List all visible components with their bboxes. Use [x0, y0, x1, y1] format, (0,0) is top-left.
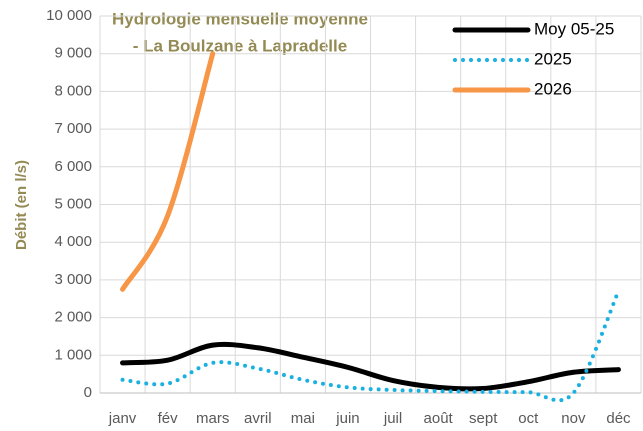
series-line	[120, 289, 621, 403]
legend-label: 2025	[534, 49, 572, 68]
y-tick-label: 10 000	[46, 7, 92, 24]
x-tick-label: nov	[561, 410, 586, 427]
y-tick-label: 5 000	[54, 195, 92, 212]
y-tick-label: 8 000	[54, 82, 92, 99]
x-tick-label: janv	[108, 410, 137, 427]
x-tick-label: mars	[196, 410, 229, 427]
y-tick-label: 6 000	[54, 158, 92, 175]
y-axis-label: Débit (en l/s)	[13, 160, 30, 250]
y-tick-label: 3 000	[54, 271, 92, 288]
y-tick-label: 4 000	[54, 233, 92, 250]
legend-label: Moy 05-25	[534, 19, 614, 38]
x-tick-label: avril	[244, 410, 272, 427]
chart-title: Hydrologie mensuelle moyenne	[112, 9, 368, 28]
x-tick-label: fév	[158, 410, 179, 427]
series-line	[120, 341, 621, 392]
chart-title: - La Boulzane à Lapradelle	[133, 36, 347, 55]
x-tick-label: déc	[606, 410, 631, 427]
y-tick-label: 2 000	[54, 309, 92, 326]
x-tick-label: août	[424, 410, 454, 427]
x-tick-label: mai	[291, 410, 315, 427]
y-tick-label: 1 000	[54, 346, 92, 363]
series-line	[120, 51, 216, 292]
y-tick-label: 7 000	[54, 120, 92, 137]
y-tick-label: 0	[84, 384, 92, 401]
x-tick-label: oct	[518, 410, 539, 427]
x-tick-label: juil	[383, 410, 402, 427]
y-tick-label: 9 000	[54, 45, 92, 62]
x-tick-label: sept	[469, 410, 498, 427]
legend-label: 2026	[534, 79, 572, 98]
x-tick-label: juin	[335, 410, 359, 427]
